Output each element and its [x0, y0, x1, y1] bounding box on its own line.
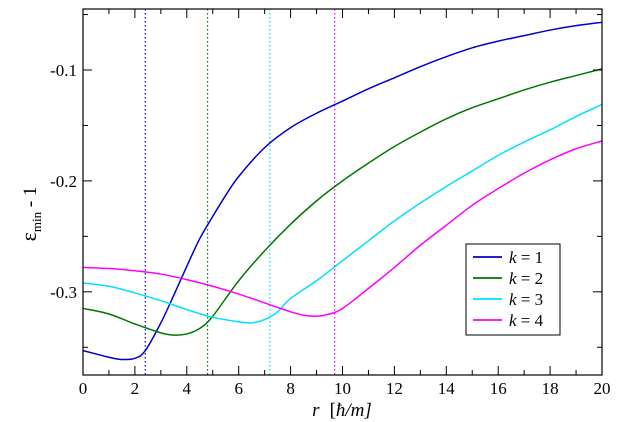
x-tick-label: 16	[490, 379, 507, 398]
y-axis-label-base: ε	[16, 232, 41, 241]
x-tick-label: 10	[334, 379, 351, 398]
series-line-k1	[82, 21, 603, 361]
y-tick-label: -0.2	[50, 172, 77, 191]
y-axis-label: εmin - 1	[16, 187, 44, 242]
legend-label-k2: k = 2	[509, 269, 543, 288]
series-line-k2	[82, 68, 603, 336]
x-axis-label: r [ħ/m]	[312, 400, 372, 421]
y-axis-label-suffix: - 1	[20, 187, 41, 212]
series-lines	[82, 21, 603, 361]
y-tick-label: -0.3	[50, 283, 77, 302]
x-tick-label: 18	[542, 379, 559, 398]
x-axis-ticks: 0 2 4 6 8 10 12 14 16 18 20	[79, 9, 611, 398]
x-tick-label: 8	[286, 379, 295, 398]
x-tick-label: 2	[131, 379, 140, 398]
series-line-k3	[82, 103, 603, 324]
legend: k = 1 k = 2 k = 3 k = 4	[465, 243, 561, 336]
x-axis-label-unit-rest: /m]	[344, 400, 371, 421]
y-axis-label-sub: min	[29, 211, 44, 232]
x-tick-label: 4	[183, 379, 192, 398]
x-tick-label: 6	[234, 379, 243, 398]
legend-label-k3: k = 3	[509, 290, 543, 309]
legend-label-k1: k = 1	[509, 248, 543, 267]
x-axis-label-unit-hbar: ħ	[336, 400, 346, 421]
series-line-k4	[82, 140, 603, 318]
x-tick-label: 14	[438, 379, 456, 398]
y-tick-label: -0.1	[50, 61, 77, 80]
x-tick-label: 0	[79, 379, 88, 398]
x-axis-label-var: r	[312, 400, 320, 421]
x-tick-label: 20	[594, 379, 611, 398]
y-axis-ticks: -0.1 -0.2 -0.3	[50, 14, 602, 348]
vertical-markers	[144, 9, 336, 375]
legend-label-k4: k = 4	[509, 311, 544, 330]
x-axis-label-unit-open: [	[330, 400, 336, 421]
x-tick-label: 12	[386, 379, 403, 398]
